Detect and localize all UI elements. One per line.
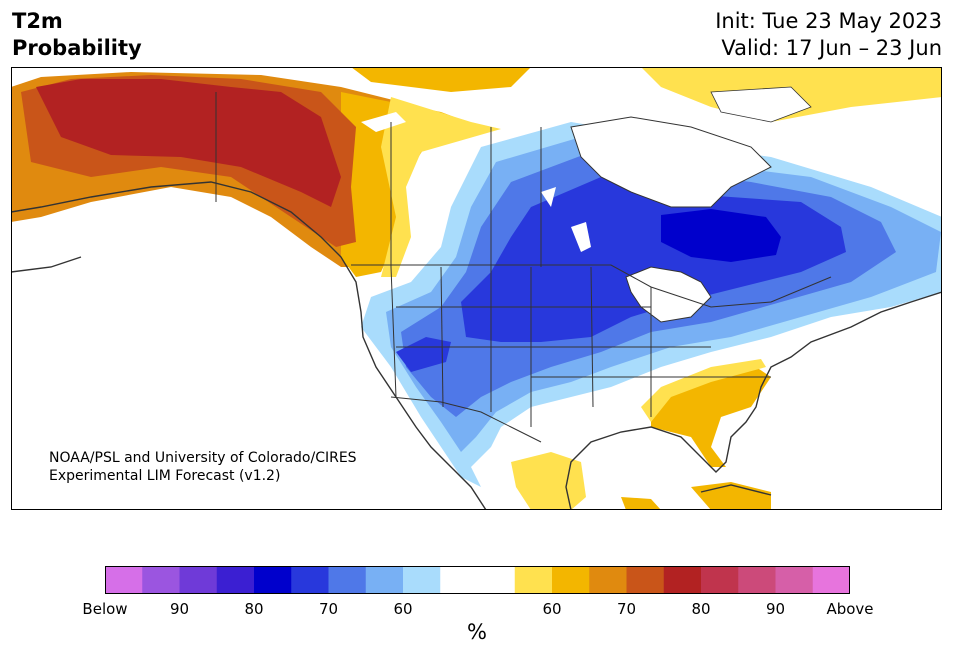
forecast-map <box>11 67 942 510</box>
warm-region-gulf-spot <box>621 497 661 510</box>
hudson-bay <box>570 116 772 208</box>
great-bear-lake <box>361 112 406 132</box>
colorbar-swatch <box>738 566 776 594</box>
warm-region-light <box>381 97 501 277</box>
warm-region-max <box>36 79 341 207</box>
colorbar-tick-label: Below <box>82 600 128 618</box>
warm-region-yellow-band <box>341 92 481 277</box>
credit-line-institution: NOAA/PSL and University of Colorado/CIRE… <box>49 450 357 466</box>
colorbar-swatch <box>365 566 404 594</box>
colorbar-tick-label: 60 <box>393 600 413 618</box>
colorbar-swatch <box>440 566 478 594</box>
colorbar-swatch <box>477 566 516 594</box>
cool-region-southwest-spot <box>396 337 451 372</box>
valid-period: Valid: 17 Jun – 23 Jun <box>721 36 942 60</box>
pacific-coastline <box>11 181 487 510</box>
aleutian-coast <box>11 256 82 273</box>
great-lakes <box>625 266 712 323</box>
title-line-type: Probability <box>12 36 142 60</box>
political-borders <box>215 92 832 443</box>
colorbar-swatch <box>403 566 441 594</box>
cool-region-max <box>661 209 781 262</box>
state-line-rockies <box>440 266 444 408</box>
warm-region-north-top <box>351 67 531 92</box>
state-line-midwest <box>590 266 594 408</box>
cuba-coast <box>700 484 772 496</box>
colorbar-tick-label: 80 <box>691 600 711 618</box>
colorbar-swatch <box>105 566 143 594</box>
water-bodies <box>361 86 812 323</box>
colorbar-swatch <box>216 566 255 594</box>
colorbar-swatch <box>514 566 553 594</box>
lake-athabasca <box>541 187 556 207</box>
colorbar-tick-label: 60 <box>542 600 562 618</box>
colorbar-units: % <box>467 620 487 644</box>
colorbar-swatch <box>812 566 850 594</box>
coastlines <box>11 181 942 510</box>
lake-winnipeg <box>571 222 591 252</box>
map-title: T2m Probability <box>12 8 142 62</box>
us-canada-border <box>351 264 832 308</box>
colorbar-tick-label: 90 <box>169 600 190 618</box>
baffin-island <box>710 86 812 123</box>
init-date: Init: Tue 23 May 2023 <box>715 9 942 33</box>
colorbar-swatch <box>552 566 590 594</box>
state-line-west <box>390 266 397 398</box>
colorbar-swatch <box>626 566 665 594</box>
warm-region-southeast-light <box>641 359 766 422</box>
colorbar-tick-label: Above <box>826 600 874 618</box>
colorbar-swatches <box>105 566 850 594</box>
colorbar-swatch <box>179 566 218 594</box>
colorbar-swatch <box>663 566 702 594</box>
colorbar-swatch <box>328 566 367 594</box>
colorbar-swatch <box>291 566 329 594</box>
colorbar-swatch <box>589 566 627 594</box>
credit-line-forecast: Experimental LIM Forecast (v1.2) <box>49 468 281 484</box>
colorbar-tick-label: 70 <box>318 600 339 618</box>
map-frame <box>11 67 942 510</box>
colorbar-tick-label: 80 <box>244 600 264 618</box>
colorbar-swatch <box>254 566 292 594</box>
colorbar-tick-label: 90 <box>765 600 786 618</box>
colorbar-swatch <box>142 566 180 594</box>
colorbar <box>105 566 850 594</box>
colorbar-tick-label: 70 <box>616 600 637 618</box>
atlantic-gulf-coastline <box>565 291 942 510</box>
colorbar-swatch <box>701 566 739 594</box>
us-mexico-border <box>390 396 542 443</box>
colorbar-frame <box>105 566 850 594</box>
date-info: Init: Tue 23 May 2023 Valid: 17 Jun – 23… <box>715 8 942 62</box>
title-line-variable: T2m <box>12 9 63 33</box>
credit-text: NOAA/PSL and University of Colorado/CIRE… <box>49 449 357 485</box>
colorbar-swatch <box>775 566 814 594</box>
